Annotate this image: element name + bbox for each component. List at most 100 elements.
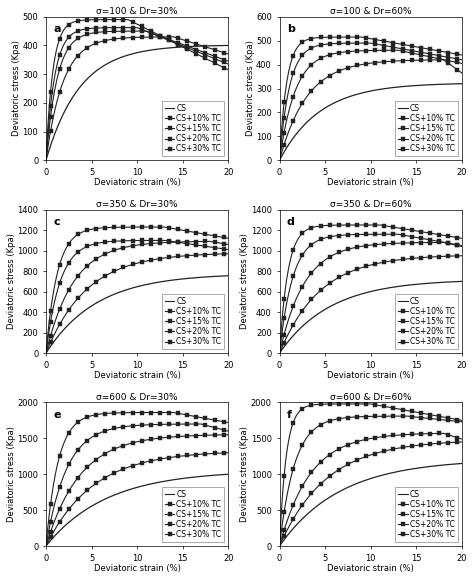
CS+30% TC — [211, 232, 217, 239]
Y-axis label: Deviatoric stress (Kpa): Deviatoric stress (Kpa) — [240, 233, 249, 329]
CS+15% TC — [77, 270, 82, 277]
CS — [450, 461, 456, 467]
X-axis label: Deviatoric strain (%): Deviatoric strain (%) — [327, 564, 414, 573]
CS+15% TC — [459, 60, 465, 67]
Line: CS+10% TC: CS+10% TC — [46, 37, 228, 160]
CS — [288, 528, 293, 535]
CS+30% TC — [217, 62, 223, 69]
CS+20% TC — [217, 57, 223, 64]
CS+15% TC — [43, 542, 49, 549]
CS+20% TC — [404, 412, 410, 419]
CS — [216, 273, 222, 280]
CS+15% TC — [226, 241, 231, 248]
CS+10% TC — [54, 523, 60, 530]
CS — [459, 278, 465, 285]
CS+15% TC — [444, 240, 450, 246]
CS+10% TC — [50, 114, 56, 121]
CS+20% TC — [310, 426, 316, 433]
Text: c: c — [53, 217, 60, 227]
Line: CS: CS — [280, 84, 462, 160]
CS+15% TC — [43, 350, 49, 357]
CS+20% TC — [459, 242, 465, 249]
CS+15% TC — [50, 521, 56, 528]
CS+30% TC — [325, 401, 331, 408]
CS+15% TC — [91, 256, 97, 263]
CS+20% TC — [50, 304, 56, 311]
CS+10% TC — [441, 56, 447, 63]
CS — [43, 157, 49, 164]
CS+10% TC — [288, 327, 293, 333]
CS+10% TC — [77, 494, 82, 501]
CS — [325, 103, 331, 110]
CS+15% TC — [459, 243, 465, 250]
CS+20% TC — [211, 55, 217, 61]
CS+10% TC — [216, 251, 222, 258]
CS+20% TC — [310, 44, 316, 50]
CS+10% TC — [216, 450, 222, 456]
CS+15% TC — [310, 60, 316, 67]
CS — [50, 339, 56, 346]
CS+20% TC — [198, 420, 204, 427]
CS+15% TC — [50, 323, 56, 330]
CS+15% TC — [277, 350, 283, 357]
CS+15% TC — [91, 29, 97, 36]
CS+15% TC — [441, 239, 447, 246]
Line: CS: CS — [46, 474, 228, 546]
CS+15% TC — [310, 466, 316, 473]
CS+15% TC — [284, 519, 290, 525]
CS+30% TC — [444, 49, 450, 56]
CS — [284, 532, 290, 539]
CS+20% TC — [444, 240, 450, 246]
CS+30% TC — [288, 60, 293, 67]
CS+10% TC — [211, 46, 217, 53]
CS+15% TC — [451, 433, 456, 440]
Text: b: b — [287, 24, 295, 34]
CS — [210, 42, 216, 49]
CS+20% TC — [91, 24, 97, 31]
CS+20% TC — [451, 241, 456, 248]
CS+15% TC — [441, 430, 447, 437]
CS+20% TC — [91, 241, 97, 248]
CS+10% TC — [91, 41, 97, 48]
CS — [210, 273, 216, 280]
Y-axis label: Deviatoric stress (Kpa): Deviatoric stress (Kpa) — [246, 41, 255, 136]
CS+15% TC — [288, 508, 293, 515]
CS+30% TC — [43, 542, 49, 549]
CS+15% TC — [77, 34, 82, 41]
Text: e: e — [53, 409, 61, 420]
CS+15% TC — [91, 457, 97, 464]
CS+30% TC — [217, 233, 223, 240]
Line: CS: CS — [280, 463, 462, 546]
Line: CS+20% TC: CS+20% TC — [280, 43, 462, 160]
CS+30% TC — [310, 224, 316, 231]
CS+30% TC — [226, 235, 231, 242]
CS+10% TC — [171, 33, 176, 40]
CS+20% TC — [77, 444, 82, 451]
Line: CS: CS — [280, 281, 462, 353]
CS+20% TC — [288, 79, 293, 86]
CS+10% TC — [284, 133, 290, 140]
CS — [284, 144, 290, 151]
Line: CS+15% TC: CS+15% TC — [280, 50, 462, 160]
Title: σ=600 & Dr=60%: σ=600 & Dr=60% — [330, 393, 411, 402]
CS — [277, 157, 283, 164]
Line: CS+15% TC: CS+15% TC — [46, 31, 228, 160]
CS — [77, 311, 82, 318]
CS — [91, 501, 97, 508]
CS — [54, 334, 60, 341]
CS — [77, 84, 82, 90]
CS+15% TC — [325, 52, 331, 59]
CS+30% TC — [77, 17, 82, 24]
Y-axis label: Deviatoric stress (Kpa): Deviatoric stress (Kpa) — [7, 233, 16, 329]
CS+30% TC — [284, 78, 290, 85]
CS+30% TC — [43, 157, 49, 164]
Line: CS: CS — [46, 45, 228, 160]
CS+10% TC — [325, 73, 331, 80]
CS+15% TC — [54, 313, 60, 320]
CS+10% TC — [310, 85, 316, 92]
X-axis label: Deviatoric strain (%): Deviatoric strain (%) — [327, 178, 414, 187]
CS+30% TC — [77, 417, 82, 424]
CS+10% TC — [459, 70, 465, 77]
CS+30% TC — [161, 223, 167, 230]
CS — [54, 530, 60, 537]
